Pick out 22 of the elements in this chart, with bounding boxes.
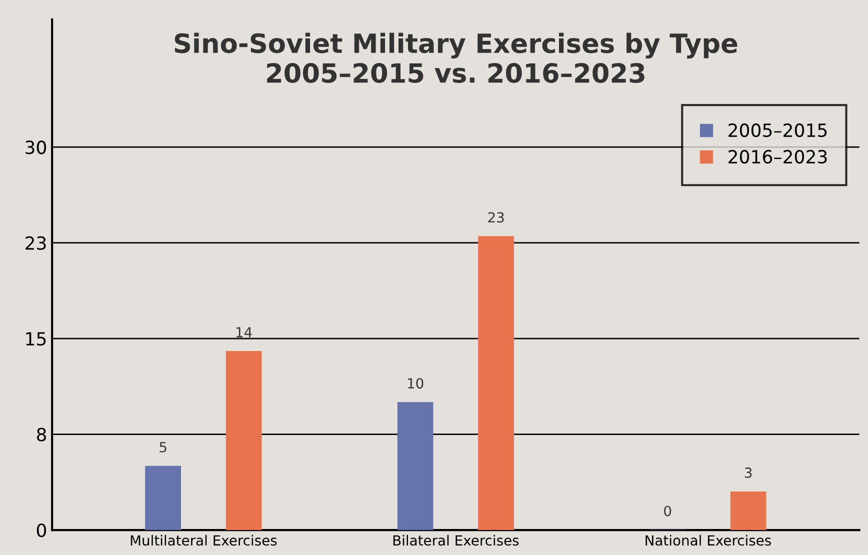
bar: [226, 351, 262, 530]
legend-label: 2016–2023: [728, 150, 827, 164]
x-tick-label: Bilateral Exercises: [393, 534, 519, 546]
data-label: 5: [160, 442, 166, 452]
data-label: 3: [744, 467, 752, 478]
y-tick-label: 23: [26, 236, 46, 250]
bar: [478, 236, 514, 530]
x-tick-label: Multilateral Exercises: [130, 534, 277, 546]
data-label: 0: [664, 506, 672, 516]
data-label: 10: [408, 378, 424, 389]
x-tick-label: National Exercises: [646, 534, 771, 546]
text: Sino-Soviet Military Exercises by Type 2005–2015 vs. 2016–2023: [174, 32, 738, 83]
data-label: 23: [488, 212, 504, 223]
legend-label: 2005–2015: [728, 123, 827, 138]
data-label: 14: [236, 327, 252, 338]
y-tick-label: 8: [36, 428, 46, 442]
y-tick-label: 0: [36, 523, 46, 538]
bar: [730, 491, 766, 530]
y-tick-label: 30: [26, 140, 46, 154]
bar: [397, 402, 434, 530]
y-tick-label: 15: [26, 332, 46, 346]
bar: [145, 466, 182, 530]
